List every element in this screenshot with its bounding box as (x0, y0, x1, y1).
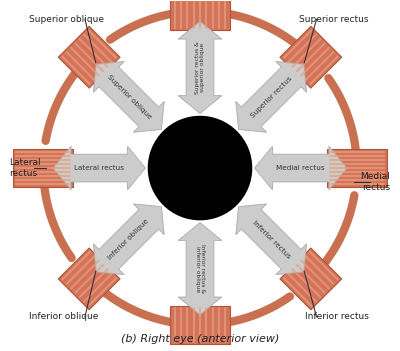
Text: Superior oblique: Superior oblique (106, 74, 152, 120)
Text: Inferior rectus: Inferior rectus (305, 312, 369, 322)
Text: (b) Right eye (anterior view): (b) Right eye (anterior view) (121, 334, 279, 344)
Polygon shape (58, 26, 120, 88)
Polygon shape (178, 223, 222, 315)
Polygon shape (93, 204, 164, 275)
Polygon shape (14, 149, 73, 187)
Circle shape (148, 117, 252, 220)
Text: Inferior rectus: Inferior rectus (251, 219, 291, 259)
Polygon shape (93, 61, 164, 132)
Text: Superior rectus: Superior rectus (250, 75, 293, 119)
Polygon shape (327, 149, 386, 187)
Polygon shape (170, 306, 230, 344)
Polygon shape (58, 248, 120, 310)
Polygon shape (170, 0, 230, 30)
Polygon shape (236, 61, 307, 132)
Polygon shape (280, 248, 342, 310)
Text: Medial rectus: Medial rectus (276, 165, 325, 171)
Text: Medial
rectus: Medial rectus (361, 172, 390, 192)
Text: Inferior oblique: Inferior oblique (107, 218, 150, 261)
Text: Superior rectus: Superior rectus (299, 15, 369, 24)
Text: Superior oblique: Superior oblique (29, 15, 104, 24)
Polygon shape (236, 204, 307, 275)
Polygon shape (254, 146, 347, 190)
Text: Lateral
rectus: Lateral rectus (10, 158, 41, 178)
Polygon shape (280, 26, 342, 88)
Text: Lateral rectus: Lateral rectus (74, 165, 124, 171)
Text: Inferior rectus &
inferior oblique: Inferior rectus & inferior oblique (194, 244, 206, 293)
Polygon shape (53, 146, 146, 190)
Polygon shape (178, 21, 222, 113)
Text: Superior rectus &
superior oblique: Superior rectus & superior oblique (194, 41, 206, 94)
Text: Inferior oblique: Inferior oblique (29, 312, 99, 322)
